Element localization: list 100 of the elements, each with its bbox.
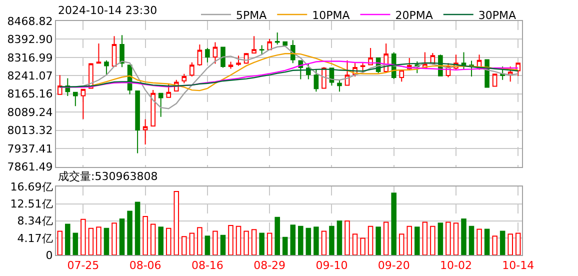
bar	[352, 234, 358, 255]
bar	[266, 232, 272, 255]
chart-title: 成交量:530963808	[58, 170, 158, 183]
bar	[360, 238, 366, 255]
bar	[515, 232, 521, 255]
bar	[492, 236, 498, 255]
x-tick-label: 08-29	[254, 259, 286, 272]
bar	[500, 230, 506, 255]
y-tick-label: 8468.82	[7, 14, 53, 28]
bar	[336, 220, 342, 255]
bar	[376, 226, 381, 255]
legend-label: 10PMA	[312, 8, 350, 22]
candlestick	[461, 52, 466, 70]
y-tick-label: 4.17亿	[17, 232, 53, 245]
y-tick-label: 8241.07	[7, 70, 53, 83]
bar	[189, 232, 195, 255]
bar	[422, 222, 428, 255]
candlestick	[135, 90, 140, 154]
bar	[220, 234, 226, 255]
candlestick	[252, 36, 256, 54]
bar	[446, 222, 451, 255]
candlestick	[492, 74, 498, 87]
bar	[127, 210, 132, 255]
candlestick	[314, 68, 319, 92]
bar	[368, 226, 374, 255]
legend-label: 5PMA	[236, 8, 268, 22]
candlestick	[368, 47, 373, 66]
candlestick	[112, 36, 117, 67]
bar	[398, 234, 404, 255]
bar	[391, 192, 396, 255]
y-tick-label: 7937.41	[7, 142, 53, 156]
bar	[80, 218, 86, 255]
bar	[204, 236, 210, 255]
candlestick	[399, 70, 404, 82]
candlestick	[344, 60, 350, 86]
candlestick	[120, 34, 124, 68]
bar	[158, 226, 164, 255]
y-tick-label: 7861.49	[7, 160, 53, 174]
bar	[259, 232, 264, 255]
x-tick-label: 10-14	[502, 259, 534, 272]
candlestick	[158, 92, 164, 118]
bar	[468, 226, 474, 255]
bar	[430, 226, 436, 255]
bar	[453, 222, 459, 255]
candlestick	[73, 92, 78, 107]
bar	[508, 234, 513, 255]
candlestick	[337, 79, 342, 92]
candlestick	[220, 46, 226, 68]
candlestick	[150, 89, 156, 127]
x-tick-label: 09-10	[316, 259, 348, 272]
bar	[476, 228, 482, 255]
bar	[57, 230, 63, 255]
bar	[174, 191, 180, 255]
chart-title: 2024-10-14 23:30	[58, 4, 158, 17]
candlestick	[57, 74, 62, 95]
candlestick	[80, 88, 86, 120]
y-tick-label: 0	[46, 248, 53, 262]
candlestick	[212, 42, 218, 64]
bar	[104, 228, 110, 255]
bar	[251, 229, 257, 255]
x-tick-label: 08-06	[129, 259, 162, 272]
bar	[406, 226, 412, 255]
candlestick	[104, 60, 109, 76]
candlestick	[197, 44, 202, 66]
bar	[438, 222, 444, 255]
bar	[150, 224, 156, 255]
bar	[212, 230, 218, 255]
bar	[244, 230, 249, 255]
bar	[329, 226, 334, 255]
bar	[72, 232, 78, 255]
legend-label: 30PMA	[478, 8, 516, 22]
candlestick	[205, 47, 210, 63]
bar	[290, 224, 296, 255]
candlestick	[267, 38, 272, 50]
bar	[65, 224, 70, 255]
x-tick-label: 07-25	[67, 259, 100, 272]
bar	[197, 227, 202, 255]
bar	[119, 218, 125, 255]
x-tick-label: 08-16	[191, 259, 224, 272]
legend-label: 20PMA	[395, 8, 434, 22]
bar	[142, 216, 148, 255]
candlestick	[182, 73, 187, 84]
y-tick-label: 12.51亿	[10, 198, 53, 211]
candlestick	[259, 44, 264, 56]
bar	[282, 236, 288, 255]
y-tick-label: 16.69亿	[10, 180, 53, 194]
bar	[314, 226, 319, 255]
y-tick-label: 8165.16	[7, 88, 53, 101]
y-tick-label: 8316.99	[7, 51, 53, 64]
x-tick-label: 09-20	[378, 259, 410, 272]
bar	[414, 226, 420, 255]
y-tick-label: 8089.24	[7, 106, 53, 119]
candlestick	[274, 32, 280, 46]
bar	[166, 228, 172, 255]
bar	[306, 228, 312, 255]
bar	[112, 222, 117, 255]
bar	[228, 225, 234, 255]
bar	[274, 216, 280, 255]
bar	[134, 202, 140, 255]
candlestick	[96, 43, 102, 64]
